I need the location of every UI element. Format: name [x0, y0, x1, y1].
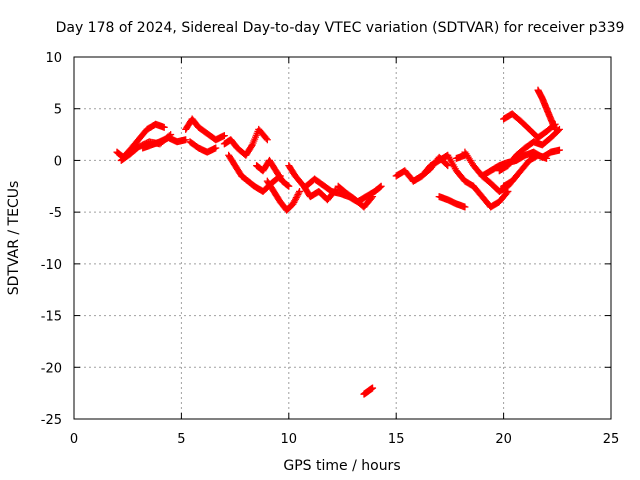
data-point: [291, 197, 299, 205]
x-tick-label: 5: [177, 432, 185, 447]
data-point: [461, 203, 469, 211]
data-point: [289, 200, 297, 208]
data-point: [377, 182, 385, 190]
plot-frame: [73, 56, 612, 420]
data-point: [369, 384, 377, 392]
data-point: [247, 142, 255, 150]
data-point: [369, 193, 377, 201]
y-tick-label: -15: [41, 310, 62, 325]
axis-ticks: 0 5 10 15 20 25 10 5 0 -5 -10 -15 -20 -25: [41, 51, 620, 447]
data-point: [551, 125, 559, 133]
data-point: [292, 194, 300, 202]
x-axis-label: GPS time / hours: [283, 458, 400, 474]
data-point: [504, 187, 512, 195]
chart-title: Day 178 of 2024, Sidereal Day-to-day VTE…: [56, 20, 625, 36]
y-tick-label: -10: [41, 258, 62, 273]
y-tick-label: 0: [54, 154, 62, 169]
x-tick-label: 25: [603, 432, 620, 447]
data-point: [212, 144, 220, 152]
data-point: [220, 132, 228, 140]
data-point: [292, 195, 300, 203]
data-point: [263, 136, 271, 144]
data-point: [294, 191, 302, 199]
data-point: [444, 162, 452, 170]
data-point: [503, 189, 511, 197]
data-points: [113, 86, 563, 398]
data-point: [543, 154, 551, 162]
data-point: [160, 123, 168, 131]
data-point: [367, 194, 375, 202]
y-tick-label: 5: [54, 103, 62, 118]
data-point: [290, 198, 298, 206]
x-tick-label: 15: [388, 432, 405, 447]
data-point: [296, 187, 304, 195]
data-point: [262, 134, 270, 142]
x-tick-label: 10: [281, 432, 298, 447]
data-point: [555, 146, 563, 154]
data-point: [295, 189, 303, 197]
y-tick-label: -5: [49, 206, 62, 221]
x-tick-label: 20: [495, 432, 512, 447]
y-tick-label: -20: [41, 361, 62, 376]
x-tick-label: 0: [70, 432, 78, 447]
data-point: [554, 126, 562, 134]
data-point: [443, 161, 451, 169]
grid-lines: [74, 57, 611, 419]
data-point: [182, 136, 190, 144]
data-point: [285, 182, 293, 190]
y-tick-label: -25: [41, 413, 62, 428]
y-tick-label: 10: [45, 51, 62, 66]
data-point: [293, 192, 301, 200]
y-axis-label: SDTVAR / TECUs: [6, 181, 22, 296]
